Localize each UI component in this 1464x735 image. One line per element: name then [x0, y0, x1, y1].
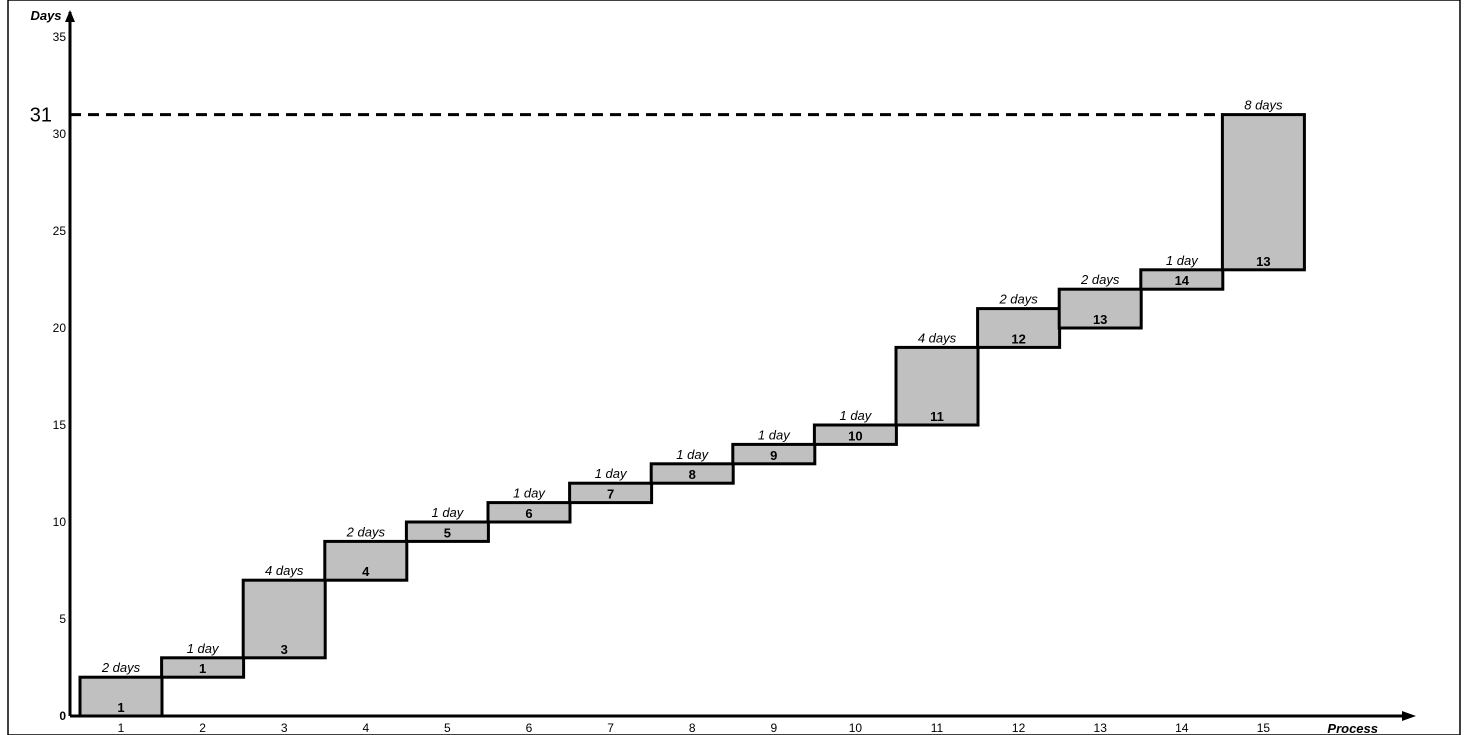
step-bar	[323, 539, 409, 582]
x-tick-label: 2	[199, 721, 206, 735]
step-15: 8 days 13	[1220, 98, 1306, 272]
step-number-label: 1	[117, 700, 124, 715]
step-number-label: 4	[362, 564, 370, 579]
step-bar	[241, 578, 327, 660]
step-bar	[812, 423, 898, 446]
step-bar	[1057, 287, 1143, 330]
step-number-label: 8	[689, 467, 696, 482]
x-tick-label: 3	[281, 721, 288, 735]
step-9: 1 day 9	[731, 427, 817, 466]
step-number-label: 7	[607, 487, 614, 502]
step-bar	[160, 656, 246, 679]
y-tick-label: 20	[53, 321, 67, 335]
y-axis-arrow	[65, 10, 75, 22]
step-number-label: 12	[1011, 331, 1025, 346]
step-duration-label: 1 day	[839, 408, 872, 423]
step-2: 1 day 1	[160, 641, 246, 679]
x-axis-arrow	[1402, 711, 1416, 721]
x-tick-label: 1	[118, 721, 125, 735]
y-tick-label: 35	[53, 30, 67, 44]
step-duration-label: 1 day	[595, 466, 628, 481]
x-tick-label: 9	[770, 721, 777, 735]
step-8: 1 day 8	[649, 447, 735, 485]
x-tick-label: 4	[362, 721, 369, 735]
x-tick-label: 13	[1094, 721, 1108, 735]
step-duration-label: 4 days	[265, 563, 304, 578]
step-duration-label: 1 day	[513, 486, 546, 501]
y-axis-title: Days	[30, 8, 61, 23]
reference-line-label: 31	[30, 105, 52, 127]
x-tick-label: 11	[931, 721, 944, 735]
step-bar	[731, 442, 817, 466]
x-tick-labels: 1 2 3 4 5 6 7 8 9 10 11 12 13 14 15	[118, 721, 1271, 735]
step-duration-label: 8 days	[1244, 98, 1283, 113]
y-tick-label: 10	[53, 515, 67, 529]
x-tick-label: 10	[849, 721, 863, 735]
step-number-label: 1	[199, 661, 206, 676]
y-tick-label: 0	[59, 709, 66, 723]
x-tick-label: 7	[607, 721, 614, 735]
step-bar	[894, 345, 980, 427]
step-12: 2 days 12	[976, 292, 1062, 349]
step-duration-label: 1 day	[758, 427, 791, 442]
x-tick-label: 5	[444, 721, 451, 735]
step-13: 2 days 13	[1057, 272, 1143, 330]
reference-line-group: 31	[30, 105, 1223, 127]
x-tick-label: 14	[1175, 721, 1189, 735]
y-tick-label: 5	[59, 612, 66, 626]
step-number-label: 5	[444, 525, 451, 540]
step-number-label: 13	[1256, 254, 1270, 269]
step-duration-label: 2 days	[346, 524, 386, 539]
step-duration-label: 1 day	[1166, 253, 1199, 268]
step-bar	[568, 481, 654, 505]
step-4: 2 days 4	[323, 524, 409, 582]
step-bar	[976, 307, 1062, 349]
axes-group	[65, 10, 1416, 721]
step-duration-label: 2 days	[101, 660, 141, 675]
step-5: 1 day 5	[404, 505, 490, 543]
step-duration-label: 1 day	[431, 505, 464, 520]
step-number-label: 9	[770, 448, 777, 463]
step-11: 4 days 11	[894, 330, 980, 427]
step-10: 1 day 10	[812, 408, 898, 446]
step-number-label: 6	[525, 506, 532, 521]
x-tick-label: 8	[689, 721, 696, 735]
step-number-label: 3	[281, 642, 288, 657]
x-tick-label: 6	[526, 721, 533, 735]
step-number-label: 14	[1175, 273, 1190, 288]
step-number-label: 11	[930, 409, 944, 424]
step-bar	[486, 501, 572, 524]
y-tick-label: 25	[53, 224, 67, 238]
step-bar	[649, 462, 735, 485]
step-6: 1 day 6	[486, 486, 572, 524]
chart-frame	[7, 0, 1461, 735]
step-number-label: 10	[848, 428, 862, 443]
step-number-label: 13	[1093, 312, 1107, 327]
step-3: 4 days 3	[241, 563, 327, 660]
step-duration-label: 4 days	[918, 330, 957, 345]
step-bar	[404, 520, 490, 543]
x-tick-label: 15	[1257, 721, 1271, 735]
step-bar	[1139, 268, 1225, 291]
step-duration-label: 1 day	[187, 641, 220, 656]
step-bar	[78, 675, 164, 718]
x-axis-title: Process	[1327, 721, 1378, 735]
step-1: 2 days 1	[78, 660, 164, 718]
step-bar	[1220, 113, 1306, 272]
step-duration-label: 1 day	[676, 447, 709, 462]
y-tick-labels: 0 5 10 15 20 25 30 35	[53, 30, 67, 723]
y-tick-label: 15	[53, 418, 67, 432]
x-tick-label: 12	[1012, 721, 1026, 735]
step-14: 1 day 14	[1139, 253, 1225, 291]
y-tick-label: 30	[53, 127, 67, 141]
step-7: 1 day 7	[568, 466, 654, 505]
step-duration-label: 2 days	[998, 292, 1038, 307]
step-duration-label: 2 days	[1080, 272, 1120, 287]
